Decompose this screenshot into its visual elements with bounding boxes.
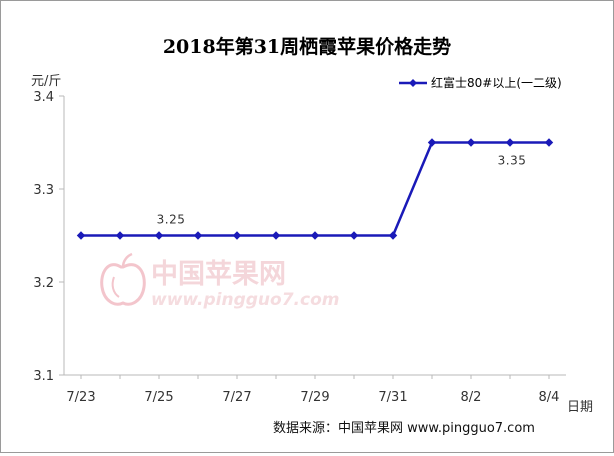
- data-label: 3.35: [498, 154, 527, 168]
- x-tick-label: 7/31: [378, 390, 407, 405]
- data-point: [271, 231, 281, 240]
- y-tick-label: 3.1: [33, 369, 54, 384]
- data-point: [310, 231, 320, 240]
- chart-title: 2018年第31周栖霞苹果价格走势: [163, 35, 451, 58]
- data-labels: 3.25 3.35: [157, 154, 527, 227]
- legend-entry-series-0: 红富士80#以上(一二级): [431, 75, 562, 90]
- data-point: [154, 231, 164, 240]
- watermark-logo: 中国苹果网 www.pingguo7.com: [100, 252, 339, 310]
- data-point: [349, 231, 359, 240]
- data-point: [544, 138, 554, 147]
- x-tick-label: 7/25: [144, 390, 173, 405]
- data-point: [466, 138, 476, 147]
- y-axis-label: 元/斤: [31, 74, 61, 89]
- x-tick-label: 7/27: [222, 390, 251, 405]
- legend-marker-swatch: [409, 79, 417, 87]
- x-tick-label: 8/4: [539, 390, 560, 405]
- data-point: [388, 231, 398, 240]
- x-tick-label: 7/29: [300, 390, 329, 405]
- watermark-name: 中国苹果网: [151, 259, 286, 290]
- y-tick-label: 3.2: [33, 276, 54, 291]
- y-tick-label: 3.4: [33, 90, 54, 105]
- data-point: [115, 231, 125, 240]
- data-point: [505, 138, 515, 147]
- data-point: [193, 231, 203, 240]
- series-line-0: [81, 141, 549, 237]
- x-axis-ticks: 7/23 7/25 7/27 7/29 7/31 8/2 8/4: [66, 375, 559, 405]
- watermark-url: www.pingguo7.com: [151, 290, 339, 310]
- data-point: [76, 231, 86, 240]
- data-label: 3.25: [157, 213, 186, 227]
- x-tick-label: 7/23: [66, 390, 95, 405]
- x-tick-label: 8/2: [461, 390, 482, 405]
- source-note: 数据来源：中国苹果网 www.pingguo7.com: [273, 421, 535, 436]
- data-point: [232, 231, 242, 240]
- data-point: [427, 138, 437, 147]
- x-axis-label: 日期: [567, 400, 593, 415]
- y-axis-ticks: 3.1 3.2 3.3 3.4: [33, 90, 64, 384]
- series-group: [76, 138, 554, 240]
- legend: 红富士80#以上(一二级): [399, 75, 562, 90]
- y-tick-label: 3.3: [33, 183, 54, 198]
